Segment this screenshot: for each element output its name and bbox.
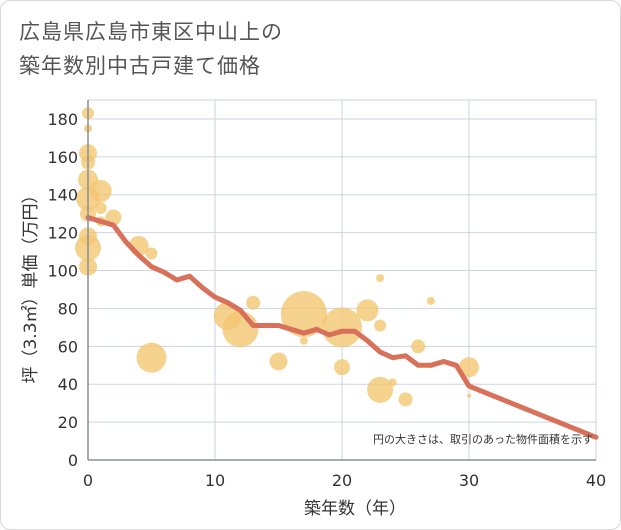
x-tick-label-40: 40 — [586, 471, 606, 490]
bubble-30 — [398, 392, 413, 407]
y-tick-label-100: 100 — [47, 262, 78, 281]
x-tick-label-0: 0 — [83, 471, 93, 490]
y-tick-label-60: 60 — [58, 337, 78, 356]
bubble-10 — [89, 179, 112, 202]
x-tick-label-20: 20 — [332, 471, 352, 490]
x-tick-label-30: 30 — [459, 471, 479, 490]
y-tick-label-0: 0 — [68, 451, 78, 470]
y-tick-label-160: 160 — [47, 148, 78, 167]
y-tick-label-140: 140 — [47, 186, 78, 205]
grid — [87, 99, 597, 461]
x-tick-label-10: 10 — [205, 471, 225, 490]
bubble-15 — [145, 247, 158, 260]
title-line-2: 築年数別中古戸建て価格 — [19, 54, 261, 78]
bubble-22 — [299, 336, 308, 345]
bubble-19 — [246, 295, 261, 310]
y-tick-label-20: 20 — [58, 413, 78, 432]
bubble-24 — [334, 359, 350, 376]
bubble-31 — [411, 339, 426, 354]
bubble-26 — [376, 274, 385, 283]
bubble-16 — [136, 342, 167, 373]
bubble-33 — [459, 357, 479, 378]
bubble-34 — [467, 393, 471, 398]
bubble-20 — [269, 352, 288, 371]
bubble-28 — [367, 376, 394, 403]
trend-line-group — [85, 215, 599, 440]
title-line-1: 広島県広島市東区中山上の — [19, 20, 283, 44]
bubble-29 — [388, 378, 397, 387]
axes — [87, 100, 596, 461]
bubble-32 — [426, 296, 435, 305]
bubble-21 — [280, 291, 327, 338]
y-tick-label-80: 80 — [58, 299, 78, 318]
bubble-23 — [322, 307, 362, 348]
bubble-11 — [94, 202, 107, 214]
tick-labels: 0 10 20 30 40 0 20 40 60 80 100 120 140 160 180 — [47, 110, 606, 490]
x-axis-label: 築年数（年） — [304, 499, 406, 519]
bubble-25 — [356, 299, 379, 322]
y-tick-label-120: 120 — [47, 224, 78, 243]
bubbles — [75, 107, 479, 407]
trend-line — [85, 215, 599, 440]
bubble-27 — [374, 319, 387, 332]
y-tick-label-40: 40 — [58, 375, 78, 394]
bubble-18 — [222, 311, 259, 348]
chart-annotation: 円の大きさは、取引のあった物件面積を示す — [373, 432, 593, 446]
chart-title: 広島県広島市東区中山上の 築年数別中古戸建て価格 — [19, 15, 283, 83]
y-tick-label-180: 180 — [47, 110, 78, 129]
y-axis-label: 坪（3.3㎡）単価（万円） — [21, 186, 41, 383]
